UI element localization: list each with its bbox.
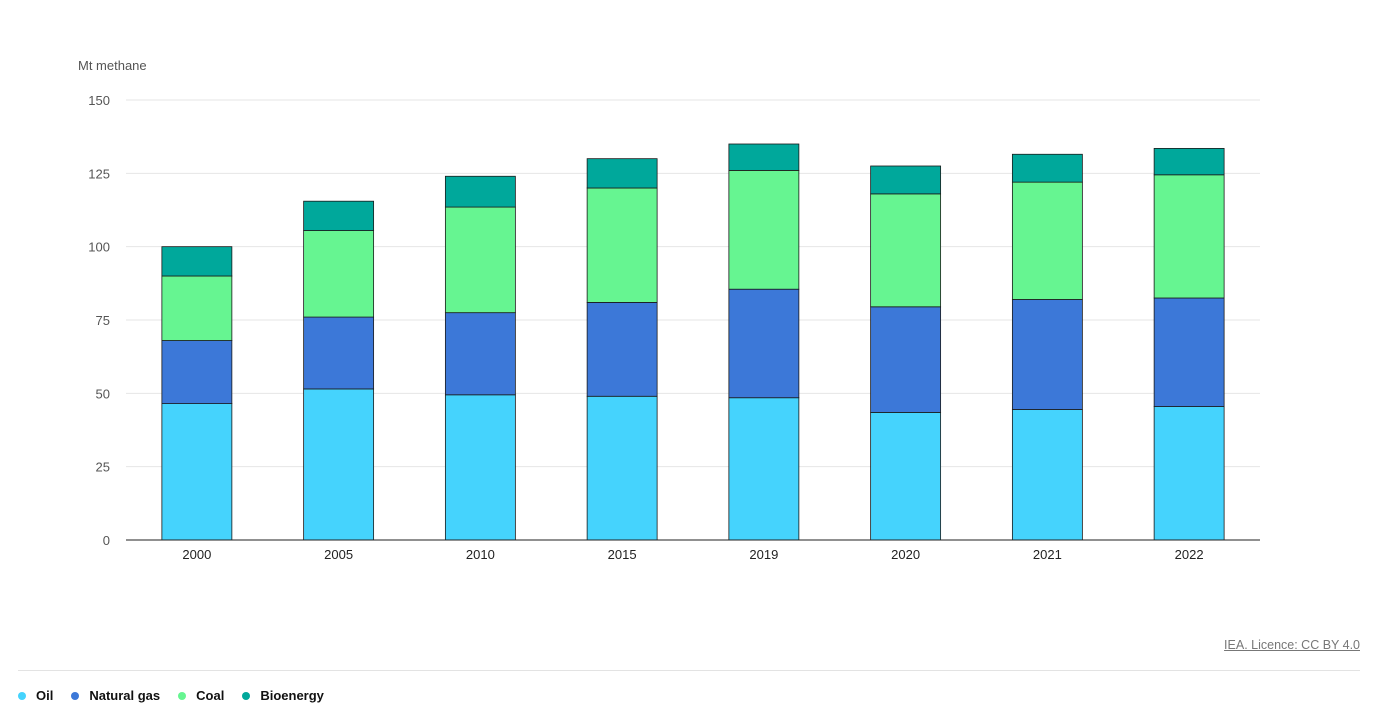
- bar-oil-2022[interactable]: [1153, 406, 1225, 541]
- x-tick-label: 2015: [608, 547, 637, 562]
- bar-coal-2005[interactable]: [303, 230, 375, 318]
- y-tick-label: 150: [88, 93, 110, 108]
- bar-coal-2000[interactable]: [161, 275, 233, 341]
- bar-natural-gas-2022[interactable]: [1153, 297, 1225, 407]
- legend-item-bioenergy[interactable]: Bioenergy: [242, 688, 324, 703]
- bar-coal-2021[interactable]: [1011, 181, 1083, 300]
- y-axis-title: Mt methane: [78, 58, 147, 73]
- bar-bioenergy-2020[interactable]: [870, 165, 942, 195]
- bar-oil-2019[interactable]: [728, 397, 800, 541]
- legend-dot-icon: [71, 691, 80, 700]
- y-axis-ticks: 0 25 50 75 100 125 150: [88, 93, 110, 548]
- legend-dot-icon: [18, 691, 26, 700]
- bar-natural-gas-2000[interactable]: [161, 340, 233, 404]
- y-tick-label: 25: [96, 460, 110, 475]
- legend-label: Oil: [36, 688, 54, 703]
- x-tick-label: 2019: [749, 547, 778, 562]
- bar-bioenergy-2022[interactable]: [1153, 147, 1225, 176]
- x-tick-label: 2005: [324, 547, 353, 562]
- gridlines: [126, 99, 1260, 468]
- legend-dot-icon: [242, 691, 251, 700]
- y-tick-label: 100: [88, 240, 110, 255]
- legend: Oil Natural gas Coal Bioenergy: [18, 688, 342, 703]
- bar-oil-2010[interactable]: [444, 394, 516, 541]
- y-tick-label: 125: [88, 166, 110, 181]
- x-tick-label: 2022: [1175, 547, 1204, 562]
- bars: [161, 143, 1225, 541]
- bar-oil-2020[interactable]: [870, 411, 942, 541]
- legend-dot-icon: [178, 691, 187, 700]
- bar-natural-gas-2021[interactable]: [1011, 299, 1083, 410]
- bar-natural-gas-2010[interactable]: [444, 312, 516, 396]
- x-tick-label: 2010: [466, 547, 495, 562]
- y-tick-label: 75: [96, 313, 110, 328]
- x-tick-label: 2020: [891, 547, 920, 562]
- legend-label: Natural gas: [89, 688, 161, 703]
- legend-item-natural-gas[interactable]: Natural gas: [71, 688, 160, 703]
- legend-divider: [18, 670, 1360, 671]
- bar-natural-gas-2015[interactable]: [586, 301, 658, 397]
- bar-bioenergy-2021[interactable]: [1011, 153, 1083, 183]
- bar-bioenergy-2000[interactable]: [161, 246, 233, 277]
- bar-natural-gas-2005[interactable]: [303, 316, 375, 390]
- bar-coal-2019[interactable]: [728, 169, 800, 290]
- legend-label: Bioenergy: [260, 688, 324, 703]
- legend-label: Coal: [196, 688, 225, 703]
- stacked-bar-chart: Mt methane 0 25 50 75 100 125 150 2000 2005 2010…: [78, 58, 1260, 562]
- bar-oil-2000[interactable]: [161, 403, 233, 541]
- bar-bioenergy-2010[interactable]: [444, 175, 516, 208]
- bar-coal-2010[interactable]: [444, 206, 516, 314]
- bar-coal-2020[interactable]: [870, 193, 942, 308]
- bar-oil-2021[interactable]: [1011, 409, 1083, 541]
- x-axis-ticks: 2000 2005 2010 2015 2019 2020 2021 2022: [182, 547, 1203, 562]
- x-tick-label: 2000: [182, 547, 211, 562]
- bar-coal-2022[interactable]: [1153, 174, 1225, 299]
- bar-bioenergy-2015[interactable]: [586, 158, 658, 189]
- bar-oil-2015[interactable]: [586, 395, 658, 541]
- source-link[interactable]: IEA. Licence: CC BY 4.0: [1224, 638, 1360, 652]
- bar-bioenergy-2019[interactable]: [728, 143, 800, 171]
- bar-natural-gas-2019[interactable]: [728, 288, 800, 399]
- bar-coal-2015[interactable]: [586, 187, 658, 303]
- legend-item-oil[interactable]: Oil: [18, 688, 53, 703]
- legend-item-coal[interactable]: Coal: [178, 688, 224, 703]
- bar-natural-gas-2020[interactable]: [870, 306, 942, 413]
- x-tick-label: 2021: [1033, 547, 1062, 562]
- bar-oil-2005[interactable]: [303, 388, 375, 541]
- y-tick-label: 0: [103, 533, 110, 548]
- bar-bioenergy-2005[interactable]: [303, 200, 375, 231]
- y-tick-label: 50: [96, 386, 110, 401]
